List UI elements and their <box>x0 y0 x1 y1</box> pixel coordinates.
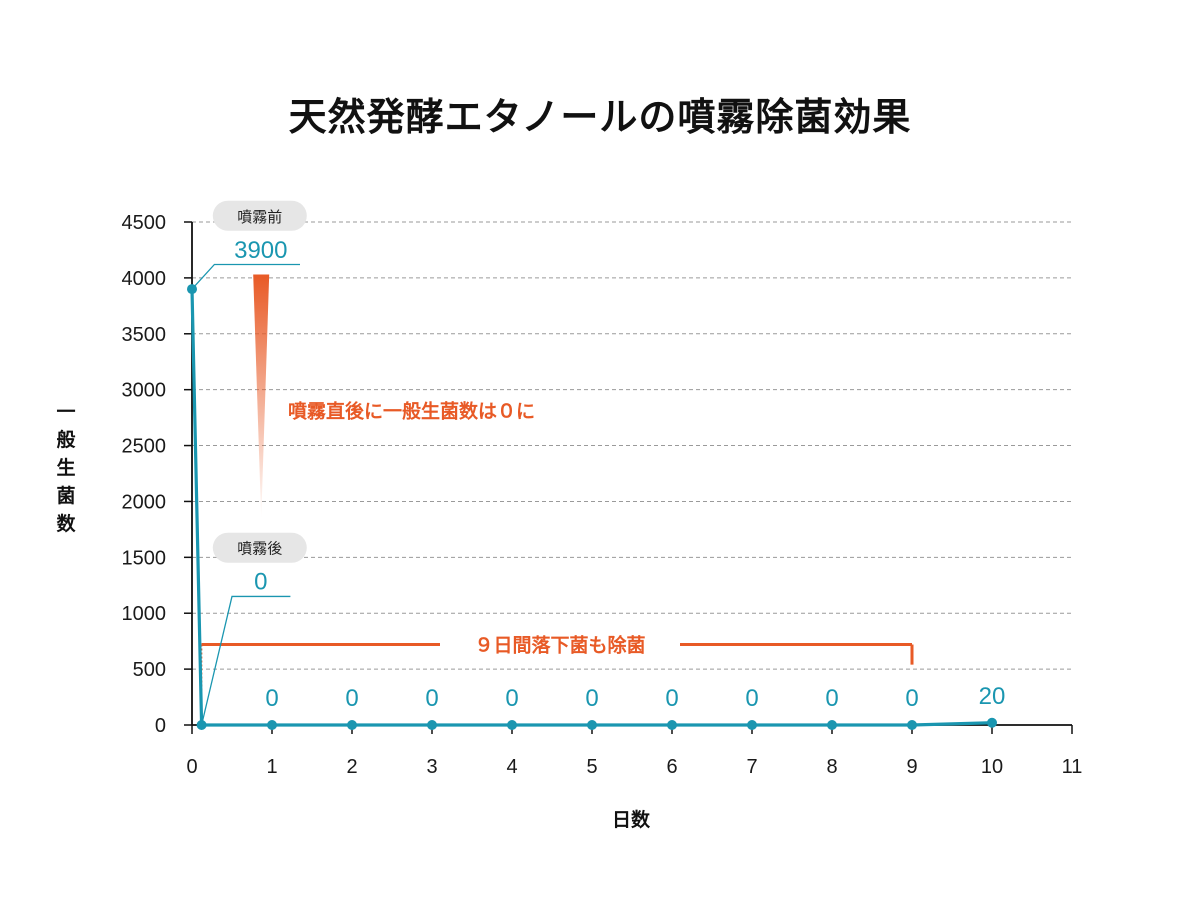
before-tag-bg <box>212 200 307 231</box>
data-label: 0 <box>425 685 438 712</box>
series-line <box>190 289 993 727</box>
y-tick-label: 4000 <box>122 268 167 290</box>
y-axis-label: 一般生菌数 <box>52 398 80 538</box>
data-point <box>907 720 917 730</box>
data-point <box>427 720 437 730</box>
data-label: 0 <box>665 685 678 712</box>
y-tick-label: 0 <box>155 715 166 737</box>
data-label: 20 <box>979 683 1006 710</box>
x-tick-label: 3 <box>426 756 437 778</box>
y-axis-label-char: 菌 <box>56 485 76 507</box>
drop-note: 噴霧直後に一般生菌数は０に <box>288 400 535 423</box>
y-tick-label: 2000 <box>122 491 167 513</box>
x-tick-label: 8 <box>826 756 837 778</box>
x-axis-label: 日数 <box>612 809 651 831</box>
x-tick-label: 0 <box>186 756 197 778</box>
data-point <box>747 720 757 730</box>
after-tag: 噴霧後 <box>237 540 282 558</box>
data-label: 0 <box>905 685 918 712</box>
x-tick-label: 9 <box>906 756 917 778</box>
x-tick-label: 4 <box>506 756 517 778</box>
data-point <box>347 720 357 730</box>
y-axis-label-char: 生 <box>56 457 76 479</box>
data-label: 0 <box>265 685 278 712</box>
x-tick-label: 5 <box>586 756 597 778</box>
y-axis-label-char: 一 <box>56 401 76 423</box>
range-note: ９日間落下菌も除菌 <box>474 634 645 657</box>
x-tick-label: 10 <box>981 756 1003 778</box>
after-value: 0 <box>254 569 267 596</box>
after-tag-bg <box>212 532 307 563</box>
data-label: 0 <box>505 685 518 712</box>
y-tick-label: 3000 <box>122 380 167 402</box>
x-tick-label: 7 <box>746 756 757 778</box>
data-point <box>667 720 677 730</box>
y-tick-label: 3500 <box>122 324 167 346</box>
x-tick-label: 6 <box>666 756 677 778</box>
y-axis-label-char: 数 <box>56 513 76 535</box>
y-axis-label-char: 般 <box>56 429 76 451</box>
data-point <box>827 720 837 730</box>
data-label: 0 <box>345 685 358 712</box>
x-tick-label: 1 <box>266 756 277 778</box>
data-point <box>587 720 597 730</box>
y-tick-label: 1500 <box>122 547 167 569</box>
data-label: 0 <box>825 685 838 712</box>
chart-title: 天然発酵エタノールの噴霧除菌効果 <box>288 95 912 139</box>
data-label: 0 <box>745 685 758 712</box>
y-tick-label: 4500 <box>122 212 167 234</box>
y-tick-label: 500 <box>133 659 166 681</box>
x-tick-label: 11 <box>1062 756 1083 778</box>
data-point <box>987 717 997 728</box>
x-tick-label: 2 <box>346 756 357 778</box>
data-point <box>507 720 517 730</box>
before-value: 3900 <box>234 237 287 264</box>
drop-arrow <box>253 274 270 520</box>
y-tick-label: 1000 <box>122 603 167 625</box>
before-tag: 噴霧前 <box>237 208 282 226</box>
y-tick-label: 2500 <box>122 436 167 458</box>
after-leader <box>200 595 291 726</box>
data-point <box>267 720 277 730</box>
data-label: 0 <box>585 685 598 712</box>
before-leader <box>191 263 300 290</box>
